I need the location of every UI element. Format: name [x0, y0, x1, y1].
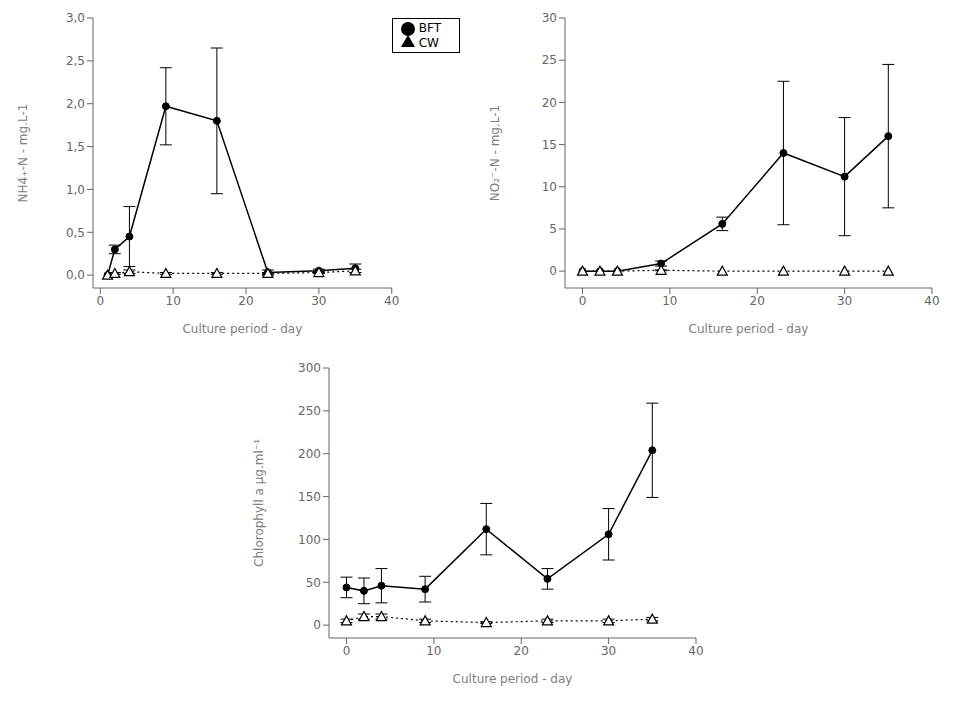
svg-text:250: 250 — [298, 404, 321, 418]
svg-text:40: 40 — [924, 294, 939, 308]
svg-text:200: 200 — [298, 447, 321, 461]
svg-text:0,0: 0,0 — [66, 268, 85, 282]
svg-text:10: 10 — [166, 294, 181, 308]
svg-text:20: 20 — [542, 96, 557, 110]
svg-text:Culture period - day: Culture period - day — [182, 322, 302, 336]
svg-text:0: 0 — [343, 644, 351, 658]
svg-text:2,0: 2,0 — [66, 97, 85, 111]
svg-text:2,5: 2,5 — [66, 54, 85, 68]
svg-text:25: 25 — [542, 53, 557, 67]
svg-text:30: 30 — [837, 294, 852, 308]
svg-text:50: 50 — [306, 576, 321, 590]
html-text:BFT: BFT — [418, 21, 441, 35]
svg-text:10: 10 — [662, 294, 677, 308]
svg-text:10: 10 — [542, 180, 557, 194]
svg-text:NO₂⁻-N - mg.L-1: NO₂⁻-N - mg.L-1 — [488, 105, 502, 201]
svg-text:20: 20 — [514, 644, 529, 658]
svg-text:1,5: 1,5 — [66, 140, 85, 154]
svg-text:30: 30 — [311, 294, 326, 308]
svg-text:0: 0 — [549, 264, 557, 278]
svg-text:100: 100 — [298, 533, 321, 547]
svg-text:5: 5 — [549, 222, 557, 236]
svg-text:0: 0 — [96, 294, 104, 308]
html-text:CW: CW — [418, 35, 439, 50]
svg-text:0: 0 — [579, 294, 587, 308]
svg-text:Chlorophyll a μg.ml⁻¹: Chlorophyll a μg.ml⁻¹ — [252, 439, 266, 567]
svg-text:15: 15 — [542, 138, 557, 152]
svg-text:10: 10 — [426, 644, 441, 658]
svg-text:0,5: 0,5 — [66, 226, 85, 240]
svg-text:30: 30 — [542, 11, 557, 25]
svg-text:0: 0 — [313, 618, 321, 632]
svg-text:150: 150 — [298, 490, 321, 504]
svg-text:40: 40 — [384, 294, 399, 308]
svg-text:Culture period - day: Culture period - day — [689, 322, 809, 336]
svg-text:3,0: 3,0 — [66, 11, 85, 25]
svg-text:300: 300 — [298, 361, 321, 375]
svg-text:NH4₊-N - mg.L-1: NH4₊-N - mg.L-1 — [16, 104, 30, 203]
svg-text:40: 40 — [688, 644, 703, 658]
svg-text:20: 20 — [750, 294, 765, 308]
svg-text:20: 20 — [238, 294, 253, 308]
svg-text:Culture period - day: Culture period - day — [453, 672, 573, 686]
svg-text:30: 30 — [601, 644, 616, 658]
svg-text:1,0: 1,0 — [66, 183, 85, 197]
